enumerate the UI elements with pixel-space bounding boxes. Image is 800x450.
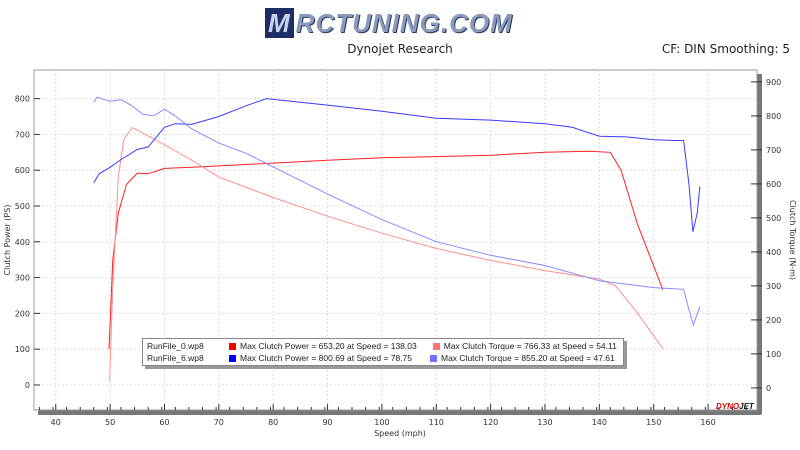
legend-swatch (229, 354, 236, 362)
legend-row-run0: RunFile_0.wp8 Max Clutch Power = 653.20 … (147, 340, 617, 352)
legend-swatch (432, 342, 440, 350)
y-right-tick-label: 500 (766, 214, 781, 223)
y-left-tick-label: 0 (25, 381, 30, 390)
x-tick-label: 160 (700, 418, 715, 427)
x-tick-label: 50 (105, 418, 115, 427)
chart-title: Dynojet Research (347, 42, 453, 56)
plot-shadow-bottom (38, 410, 761, 415)
y-right-tick-label: 0 (766, 384, 771, 393)
y-right-tick-label: 700 (766, 146, 781, 155)
y-left-tick-label: 200 (15, 309, 30, 318)
legend-power: Max Clutch Power = 653.20 at Speed = 138… (240, 341, 417, 351)
x-tick-label: 130 (537, 418, 552, 427)
y-right-tick-label: 200 (766, 316, 781, 325)
x-tick-label: 60 (159, 418, 169, 427)
y-left-tick-label: 700 (15, 130, 30, 139)
x-tick-label: 70 (214, 418, 224, 427)
x-tick-label: 110 (429, 418, 444, 427)
y-left-tick-label: 100 (15, 345, 30, 354)
x-tick-label: 90 (322, 418, 332, 427)
series-line-power-2 (93, 98, 701, 232)
legend-row-run6: RunFile_6.wp8 Max Clutch Power = 800.69 … (147, 352, 617, 364)
y-right-tick-label: 300 (766, 282, 781, 291)
dynojet-logo: DYNOJET (716, 402, 754, 411)
y-left-tick-label: 400 (15, 238, 30, 247)
mrctuning-logo: M RCTUNING.COM (265, 8, 513, 39)
x-tick-label: 40 (51, 418, 61, 427)
plot-shadow-right (757, 74, 762, 414)
x-tick-label: 150 (646, 418, 661, 427)
x-tick-label: 140 (592, 418, 607, 427)
y-right-tick-label: 100 (766, 350, 781, 359)
x-tick-label: 80 (268, 418, 278, 427)
legend-file: RunFile_6.wp8 (147, 353, 204, 363)
series-line-torque-3 (93, 96, 701, 327)
y-right-tick-label: 600 (766, 180, 781, 189)
y-left-axis-label: Clutch Power (PS) (3, 205, 12, 276)
x-tick-label: 100 (374, 418, 389, 427)
y-right-tick-label: 400 (766, 248, 781, 257)
x-tick-label: 120 (483, 418, 498, 427)
y-left-tick-label: 800 (15, 95, 30, 104)
legend-file: RunFile_0.wp8 (147, 341, 204, 351)
legend-swatch (430, 354, 437, 362)
legend-power: Max Clutch Power = 800.69 at Speed = 78.… (240, 353, 413, 363)
series-line-power-0 (108, 150, 664, 350)
legend-swatch (229, 342, 236, 350)
correction-factor-info: CF: DIN Smoothing: 5 (661, 42, 790, 56)
y-left-tick-label: 500 (15, 202, 30, 211)
series-line-torque-1 (109, 126, 664, 382)
legend: RunFile_0.wp8 Max Clutch Power = 653.20 … (142, 338, 624, 366)
y-right-axis-label: Clutch Torque (N-m) (788, 200, 797, 280)
y-right-tick-label: 800 (766, 112, 781, 121)
x-axis-label: Speed (mph) (374, 429, 426, 438)
legend-torque: Max Clutch Torque = 766.33 at Speed = 54… (443, 341, 617, 351)
y-left-tick-label: 600 (15, 166, 30, 175)
y-left-tick-label: 300 (15, 274, 30, 283)
y-right-tick-label: 900 (766, 78, 781, 87)
legend-torque: Max Clutch Torque = 855.20 at Speed = 47… (441, 353, 615, 363)
